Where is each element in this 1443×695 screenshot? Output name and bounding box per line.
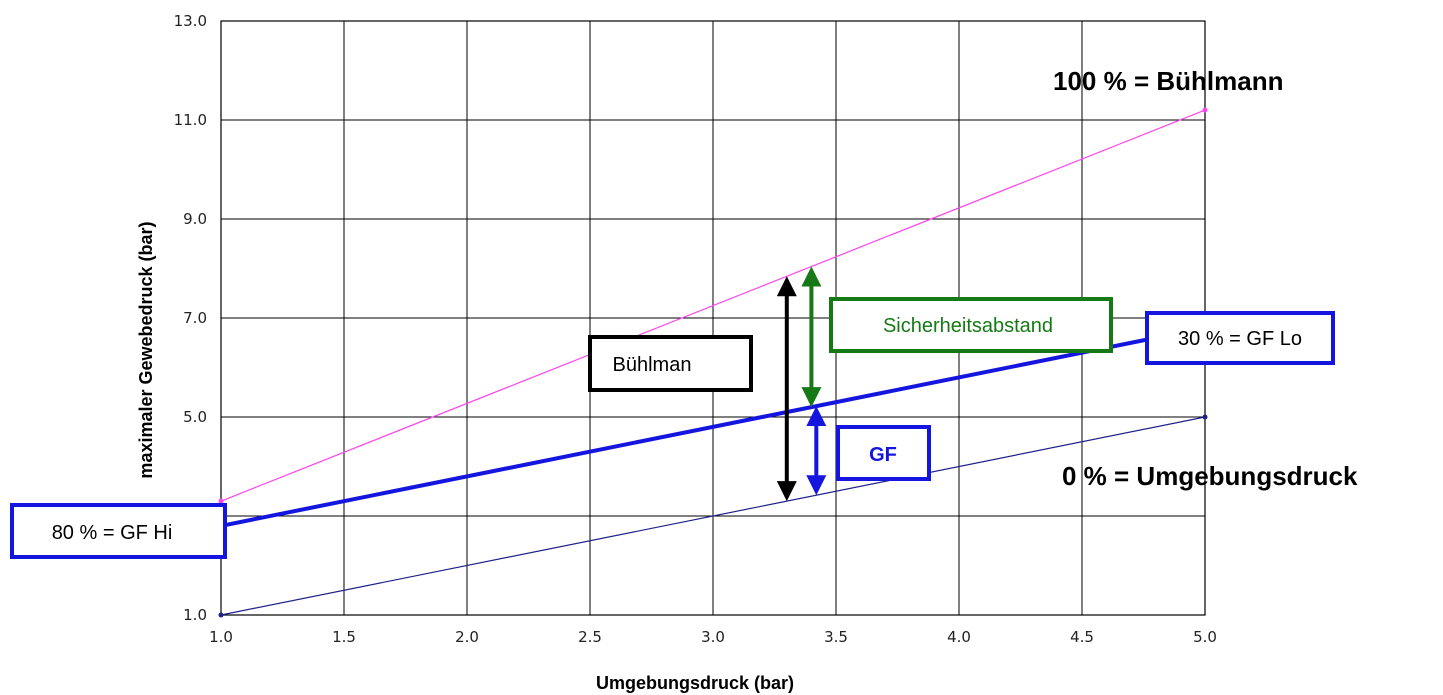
buehlman-box-label: Bühlman: [613, 354, 692, 376]
x-tick-label: 4.0: [947, 628, 971, 646]
annotation-arrows: [776, 266, 827, 502]
x-tick-label: 1.5: [332, 628, 356, 646]
series-line-buehlmann: [220, 109, 1206, 502]
y-axis-label: maximaler Gewebedruck (bar): [136, 221, 156, 478]
gf-lo-label: 30 % = GF Lo: [1178, 328, 1302, 350]
gf-hi-box: 80 % = GF Hi: [10, 503, 227, 559]
x-tick-label: 3.0: [701, 628, 725, 646]
gf-box-label: GF: [869, 444, 897, 466]
series-line-ambient: [220, 416, 1206, 616]
x-tick-label: 2.5: [578, 628, 602, 646]
x-tick-label: 2.0: [455, 628, 479, 646]
safety-margin-label: Sicherheitsabstand: [883, 315, 1053, 337]
safety-margin-box: Sicherheitsabstand: [829, 297, 1113, 353]
gf-hi-label: 80 % = GF Hi: [52, 522, 173, 544]
x-tick-label: 1.0: [209, 628, 233, 646]
buehlman-box: Bühlman: [588, 335, 753, 392]
gf-lo-box: 30 % = GF Lo: [1145, 311, 1335, 365]
x-tick-labels: 1.0 1.5 2.0 2.5 3.0 3.5 4.0 4.5 5.0: [209, 628, 1217, 646]
x-tick-label: 5.0: [1193, 628, 1217, 646]
ambient-line-label: 0 % = Umgebungsdruck: [1062, 461, 1358, 491]
y-tick-label: 7.0: [183, 309, 207, 327]
y-tick-label: 13.0: [174, 12, 207, 30]
gf-box: GF: [836, 425, 931, 481]
x-axis-label: Umgebungsdruck (bar): [596, 673, 794, 693]
series-point-buehlmann: [218, 498, 224, 504]
y-tick-label: 5.0: [183, 408, 207, 426]
series-line-gf: [220, 325, 1206, 528]
y-tick-label: 1.0: [183, 606, 207, 624]
series-point-ambient: [218, 612, 224, 618]
series-point-buehlmann: [1202, 107, 1208, 113]
series-point-ambient: [1202, 414, 1208, 420]
y-tick-label: 11.0: [174, 111, 207, 129]
buehlmann-line-label: 100 % = Bühlmann: [1053, 66, 1283, 96]
y-tick-label: 9.0: [183, 210, 207, 228]
x-tick-label: 3.5: [824, 628, 848, 646]
x-tick-label: 4.5: [1070, 628, 1094, 646]
